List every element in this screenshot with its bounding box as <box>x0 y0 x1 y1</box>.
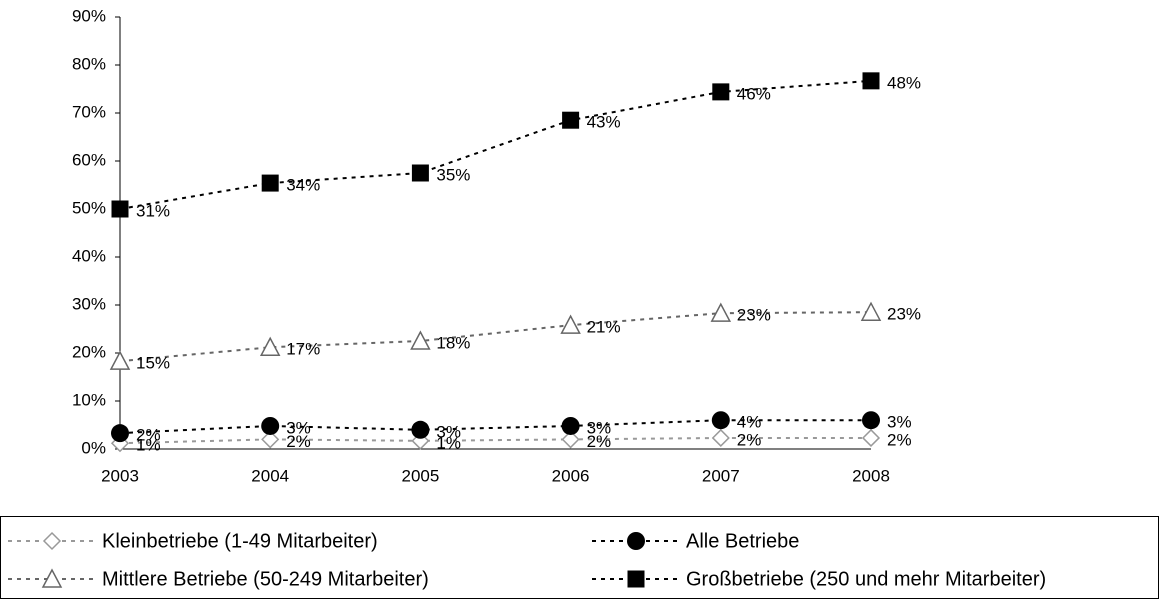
marker <box>711 428 730 448</box>
marker <box>710 302 732 322</box>
data-label: 23% <box>737 306 771 325</box>
marker <box>712 83 730 101</box>
marker <box>259 336 281 356</box>
data-label: 46% <box>737 84 771 103</box>
x-tick-label: 2007 <box>702 466 740 485</box>
marker <box>862 411 880 430</box>
y-tick-label: 20% <box>72 342 106 361</box>
y-tick-label: 70% <box>72 102 106 121</box>
series-line <box>119 79 872 210</box>
marker <box>261 430 280 449</box>
y-tick-label: 40% <box>72 246 106 265</box>
data-label: 17% <box>286 340 320 359</box>
x-tick-label: 2003 <box>101 466 139 485</box>
marker <box>560 314 581 334</box>
legend-label: Großbetriebe (250 und mehr Mitarbeiter) <box>686 568 1046 590</box>
y-tick-label: 30% <box>72 294 106 313</box>
y-tick-label: 60% <box>72 150 106 169</box>
marker <box>109 350 131 370</box>
data-label: 48% <box>887 73 921 92</box>
data-label: 1% <box>436 433 461 452</box>
data-label: 34% <box>286 176 320 195</box>
legend-item: Alle Betriebe <box>592 530 799 552</box>
marker <box>111 424 129 443</box>
legend-item: Mittlere Betriebe (50-249 Mitarbeiter) <box>8 568 429 590</box>
data-label: 4% <box>737 413 762 432</box>
data-label: 2% <box>587 432 612 451</box>
legend-marker <box>41 568 63 588</box>
marker <box>261 174 279 192</box>
data-label: 2% <box>286 432 311 451</box>
x-tick-label: 2006 <box>552 466 590 485</box>
data-label: 35% <box>436 165 470 184</box>
data-label: 15% <box>136 354 170 373</box>
data-label: 21% <box>587 318 621 337</box>
legend-label: Mittlere Betriebe (50-249 Mitarbeiter) <box>102 568 429 590</box>
marker <box>411 164 429 182</box>
legend-item: Großbetriebe (250 und mehr Mitarbeiter) <box>592 568 1046 590</box>
y-tick-label: 0% <box>81 438 106 457</box>
data-label: 1% <box>136 436 161 455</box>
legend-marker <box>627 532 645 550</box>
data-label: 3% <box>436 422 461 441</box>
marker <box>561 416 580 435</box>
y-tick-label: 10% <box>72 390 106 409</box>
x-tick-label: 2008 <box>852 466 890 485</box>
legend-box <box>0 516 1159 599</box>
legend-label: Kleinbetriebe (1-49 Mitarbeiter) <box>102 530 378 552</box>
data-label: 2% <box>136 426 161 445</box>
marker <box>861 428 881 448</box>
y-tick-label: 50% <box>72 198 106 217</box>
y-tick-label: 80% <box>72 54 106 73</box>
marker <box>562 111 580 129</box>
data-label: 2% <box>737 430 762 449</box>
marker <box>561 430 580 449</box>
data-label: 43% <box>587 113 621 132</box>
marker <box>111 200 129 218</box>
data-label: 3% <box>587 418 612 437</box>
data-label: 31% <box>136 201 170 220</box>
legend-label: Alle Betriebe <box>686 530 799 552</box>
legend-marker <box>627 570 645 588</box>
data-label: 18% <box>436 333 470 352</box>
y-tick-label: 90% <box>72 6 106 25</box>
marker <box>411 420 430 439</box>
marker <box>261 416 280 435</box>
x-tick-label: 2005 <box>401 466 439 485</box>
data-label: 3% <box>286 418 311 437</box>
marker <box>860 301 882 321</box>
legend-item: Kleinbetriebe (1-49 Mitarbeiter) <box>8 530 378 552</box>
marker <box>862 72 880 90</box>
marker <box>410 330 431 350</box>
marker <box>711 411 730 430</box>
legend-marker <box>42 531 62 551</box>
data-label: 3% <box>887 413 912 432</box>
x-tick-label: 2004 <box>251 466 289 485</box>
data-label: 2% <box>887 430 912 449</box>
data-label: 23% <box>887 305 921 324</box>
